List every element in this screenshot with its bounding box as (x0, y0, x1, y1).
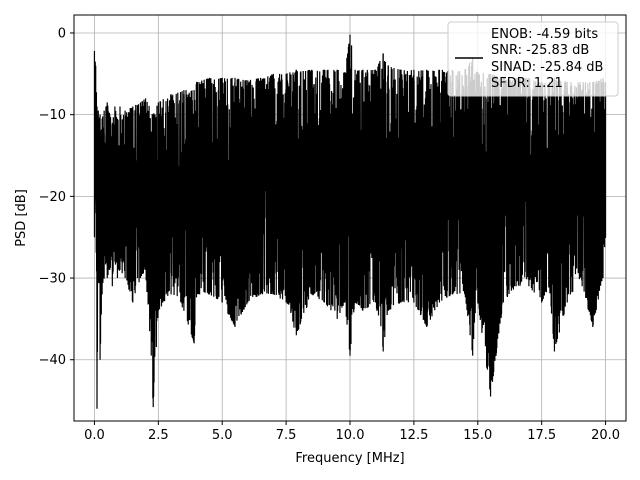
legend-entry-sfdr: SFDR: 1.21 (491, 76, 563, 91)
legend-box (447, 21, 619, 97)
y-axis-ticks: 0 −10 −20 −30 −40 (39, 26, 74, 368)
y-tick-label: −30 (39, 272, 66, 287)
x-tick-label: 0.0 (84, 428, 105, 443)
y-tick-label: −10 (39, 108, 66, 123)
x-tick-label: 20.0 (591, 428, 620, 443)
y-tick-label: −40 (39, 353, 66, 368)
legend-entry-snr: SNR: -25.83 dB (491, 43, 589, 58)
x-axis-label: Frequency [MHz] (295, 451, 404, 466)
x-tick-label: 2.5 (148, 428, 169, 443)
legend-entry-enob: ENOB: -4.59 bits (491, 27, 598, 42)
y-tick-label: 0 (58, 26, 66, 41)
y-axis-label: PSD [dB] (14, 189, 29, 247)
legend-entry-sinad: SINAD: -25.84 dB (491, 60, 603, 75)
plot-area (93, 34, 607, 409)
x-tick-label: 12.5 (399, 428, 428, 443)
x-tick-label: 17.5 (527, 428, 556, 443)
x-tick-label: 5.0 (212, 428, 233, 443)
x-tick-label: 7.5 (276, 428, 297, 443)
x-axis-ticks: 0.0 2.5 5.0 7.5 10.0 12.5 15.0 17.5 20.0 (84, 421, 620, 443)
x-tick-label: 15.0 (463, 428, 492, 443)
y-tick-label: −20 (39, 190, 66, 205)
series-psd-line (93, 34, 607, 409)
x-tick-label: 10.0 (336, 428, 365, 443)
legend: ENOB: -4.59 bits SNR: -25.83 dB SINAD: -… (447, 21, 619, 97)
